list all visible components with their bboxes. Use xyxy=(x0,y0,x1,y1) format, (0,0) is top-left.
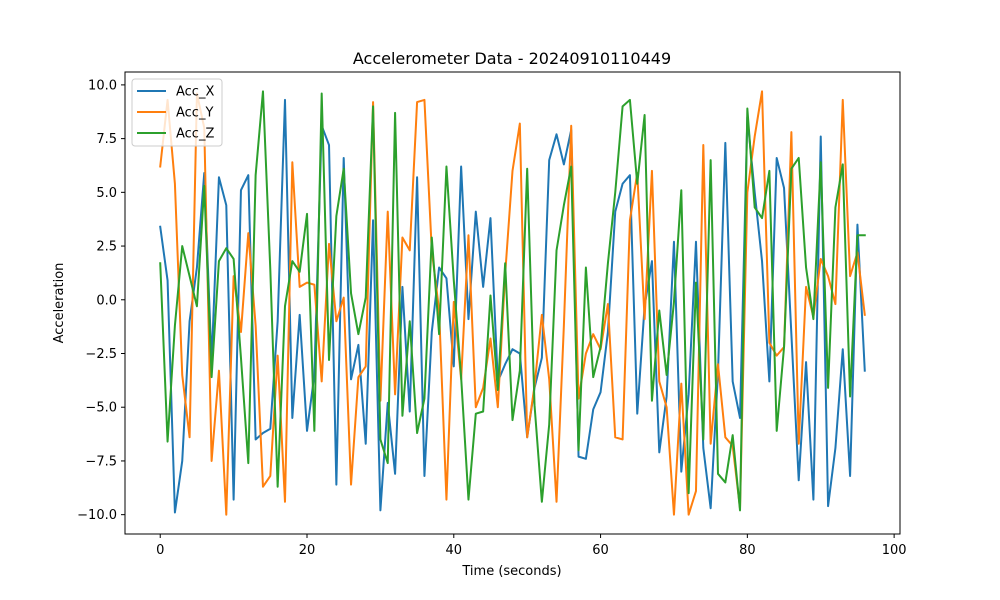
y-tick-label: 7.5 xyxy=(96,132,117,147)
y-tick-label: 2.5 xyxy=(96,240,117,255)
y-tick-label: −5.0 xyxy=(85,401,117,416)
legend-box xyxy=(131,78,223,147)
x-tick-label: 20 xyxy=(299,543,316,558)
x-axis-title: Time (seconds) xyxy=(461,564,561,579)
chart-title: Accelerometer Data - 20240910110449 xyxy=(353,49,671,68)
plot-lines xyxy=(159,90,866,516)
legend-label-acc-z: Acc_Z xyxy=(176,127,214,142)
y-tick-label: 0.0 xyxy=(96,293,117,308)
series-line-acc-y xyxy=(159,90,866,516)
x-axis-ticks: 0 20 40 60 80 100 xyxy=(156,534,907,558)
x-tick-label: 100 xyxy=(882,543,907,558)
y-tick-label: −10.0 xyxy=(77,508,117,523)
plot-area-frame xyxy=(124,71,901,535)
series-line-acc-z xyxy=(159,90,866,512)
x-tick-label: 80 xyxy=(739,543,756,558)
y-tick-label: −7.5 xyxy=(85,454,117,469)
x-tick-label: 40 xyxy=(446,543,463,558)
legend-label-acc-x: Acc_X xyxy=(176,85,214,100)
y-tick-label: 10.0 xyxy=(88,78,117,93)
y-axis-ticks: −10.0 −7.5 −5.0 −2.5 0.0 2.5 5.0 7.5 10.0 xyxy=(77,78,125,523)
y-tick-label: 5.0 xyxy=(96,186,117,201)
x-tick-label: 0 xyxy=(156,543,164,558)
y-axis-title: Acceleration xyxy=(52,263,67,344)
legend: Acc_X Acc_Y Acc_Z xyxy=(131,78,223,147)
y-tick-label: −2.5 xyxy=(85,347,117,362)
x-tick-label: 60 xyxy=(592,543,609,558)
legend-label-acc-y: Acc_Y xyxy=(176,106,213,121)
